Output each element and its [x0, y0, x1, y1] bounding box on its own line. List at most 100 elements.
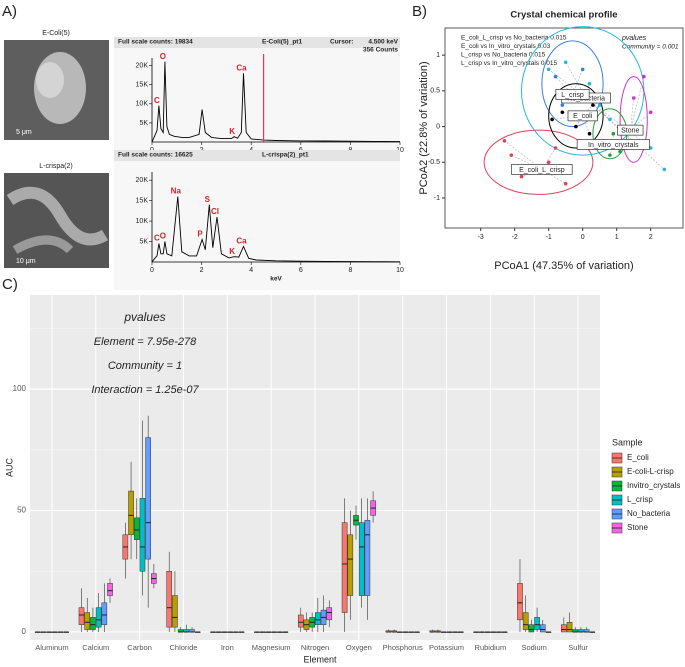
- comparison-text: L_crisp vs No_bacteria 0.015: [461, 52, 546, 59]
- group-label: E_coli_L_crisp: [519, 167, 565, 174]
- x-tick-label: Rubidium: [475, 643, 507, 652]
- annotation: Element = 7.95e-278: [94, 336, 197, 348]
- point: [662, 167, 667, 172]
- y-tick-label: 5K: [139, 120, 148, 127]
- box: [347, 534, 354, 596]
- spectrum-header: [114, 37, 400, 48]
- spider-line: [575, 115, 583, 127]
- pvalues-label: pvalues: [621, 35, 647, 42]
- point: [648, 110, 653, 115]
- centroid-box: [567, 110, 598, 122]
- x-axis-label: PCoA1 (47.35% of variation): [494, 260, 633, 272]
- y-tick-label: 0: [436, 123, 440, 130]
- box: [90, 617, 96, 630]
- x-tick-label: 2: [200, 267, 204, 274]
- peak-label: K: [229, 247, 235, 256]
- point: [648, 146, 653, 150]
- spectrum-line: [151, 61, 401, 143]
- point: [553, 146, 558, 150]
- peak-label: Cl: [211, 207, 219, 216]
- box: [364, 519, 371, 596]
- legend-label: E-coli-L-crisp: [627, 467, 674, 476]
- community-label: Community = 0.001: [622, 44, 679, 51]
- point: [553, 74, 558, 79]
- spider-line: [582, 115, 590, 134]
- x-tick-label: 0: [150, 267, 154, 274]
- peak-label: Ca: [236, 63, 247, 72]
- box: [297, 614, 304, 628]
- box: [528, 624, 535, 633]
- x-tick-label: Magnesium: [252, 643, 291, 652]
- header-text: E-Coli(5)_pt1: [262, 39, 302, 46]
- header-text: L-crispa(2)_pt1: [262, 152, 309, 159]
- point: [587, 131, 592, 136]
- box: [139, 498, 146, 572]
- point: [560, 103, 565, 107]
- x-tick-label: 1: [615, 234, 619, 241]
- x-tick-label: Oxygen: [346, 643, 372, 652]
- peak-label: O: [160, 232, 166, 241]
- x-tick-label: Sulfur: [568, 643, 588, 652]
- y-tick-label: 100: [13, 384, 27, 393]
- box: [133, 517, 140, 540]
- x-tick-label: -3: [478, 234, 484, 241]
- point: [631, 96, 636, 100]
- x-axis-label: Element: [303, 654, 337, 664]
- y-tick-label: 20K: [136, 62, 149, 69]
- comparison-text: L_crisp vs In_vitro_crystals 0.015: [461, 60, 557, 67]
- box: [128, 490, 134, 536]
- box: [78, 607, 85, 625]
- y-tick-label: 15K: [136, 197, 149, 204]
- y-axis-label: PCoA2 (22.8% of variation): [418, 61, 430, 194]
- y-axis-label: AUC: [4, 458, 14, 478]
- point: [608, 153, 612, 157]
- cursor-text: 356 Counts: [363, 47, 398, 54]
- y-tick-label: 10K: [136, 218, 149, 225]
- cursor-text: Cursor:: [330, 39, 353, 46]
- y-tick-label: 50: [17, 506, 26, 515]
- y-tick-label: 20K: [136, 177, 149, 184]
- x-tick-label: Phosphorus: [383, 643, 423, 652]
- peak-label: K: [229, 127, 235, 136]
- x-tick-label: 8: [348, 267, 352, 274]
- annotation: Community = 1: [108, 360, 182, 372]
- x-tick-label: 10: [396, 267, 404, 274]
- x-tick-label: Aluminum: [35, 643, 68, 652]
- comparison-text: E_coli vs In_vitro_crystals 0.03: [461, 43, 551, 50]
- group-label: Stone: [621, 127, 639, 134]
- peak-label: Na: [171, 187, 182, 196]
- y-tick-label: 1: [436, 52, 440, 59]
- x-tick-label: Sodium: [522, 643, 547, 652]
- legend-title: Sample: [612, 437, 643, 447]
- spider-line: [582, 104, 594, 117]
- x-tick-label: 10: [396, 147, 404, 154]
- group-label: L_crisp: [561, 92, 584, 99]
- box: [107, 583, 113, 596]
- spectrum-line: [151, 196, 401, 263]
- box: [341, 522, 348, 613]
- centroid-box: [617, 124, 644, 136]
- x-axis-label: keV: [270, 276, 282, 283]
- scale-bar-label: 5 μm: [16, 129, 32, 136]
- ellipse: [619, 76, 648, 163]
- point: [546, 160, 551, 165]
- box: [539, 624, 546, 633]
- spider-line: [630, 76, 645, 131]
- spectrum-header: [114, 150, 400, 161]
- comparison-text: E_coli_L_crisp vs No_bacteria 0.015: [461, 35, 567, 42]
- x-tick-label: -1: [546, 234, 552, 241]
- point: [563, 181, 568, 186]
- ellipse: [541, 40, 604, 128]
- group-label: In_vitro_crystals: [588, 142, 639, 149]
- sem-structure: [6, 186, 109, 246]
- centroid-box: [511, 164, 573, 175]
- box: [566, 622, 573, 633]
- centroid-box: [576, 139, 650, 150]
- point: [608, 117, 612, 122]
- point: [642, 74, 646, 79]
- legend-label: Invitro_crystals: [627, 481, 680, 490]
- y-tick-label: 0: [22, 627, 27, 636]
- point: [587, 81, 592, 86]
- y-tick-label: -1: [434, 195, 440, 202]
